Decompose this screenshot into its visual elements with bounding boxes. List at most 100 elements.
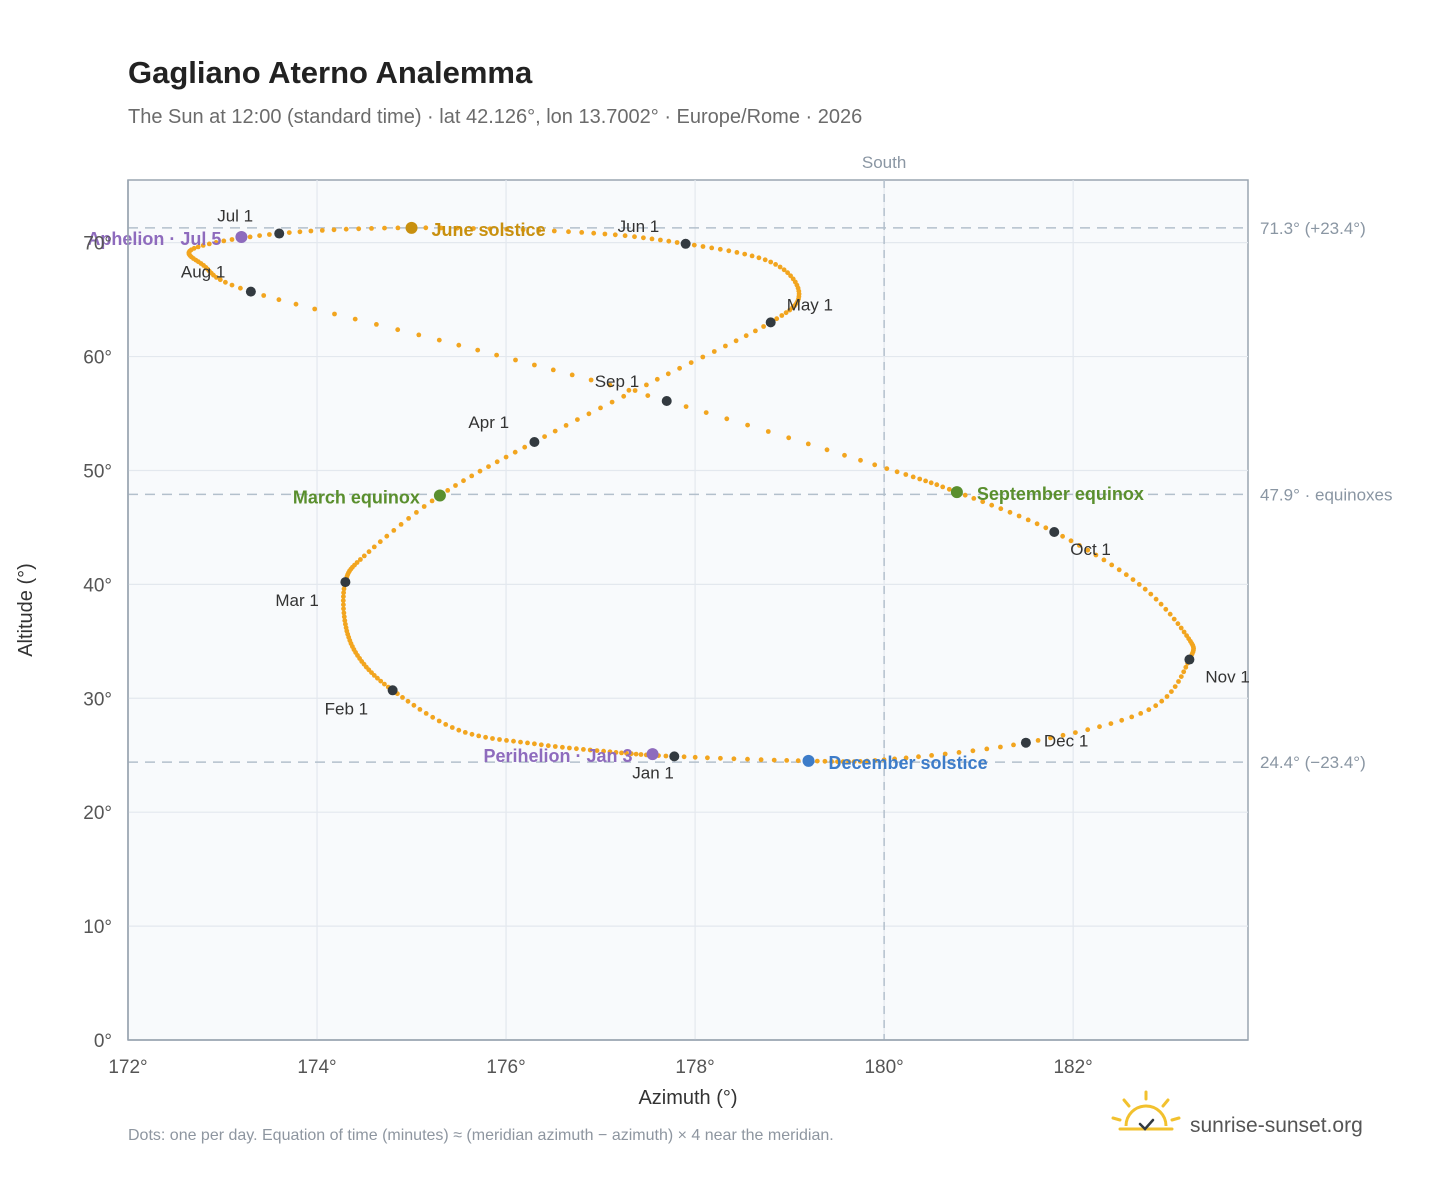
- day-dot: [962, 492, 968, 498]
- day-dot: [749, 253, 755, 259]
- day-dot: [476, 733, 482, 739]
- day-dot: [1007, 509, 1013, 515]
- day-dot: [382, 225, 387, 231]
- day-dot: [443, 722, 449, 727]
- sun-logo-icon: [1111, 1090, 1181, 1131]
- day-dot: [461, 478, 466, 484]
- day-dot: [971, 496, 977, 501]
- day-dot: [456, 727, 462, 733]
- x-tick-label: 178°: [675, 1057, 714, 1078]
- day-dot: [858, 457, 863, 463]
- month-marker: [680, 238, 691, 249]
- day-dot: [1178, 674, 1184, 679]
- day-dot: [1178, 625, 1184, 631]
- day-dot: [575, 417, 580, 422]
- day-dot: [1097, 724, 1102, 730]
- day-dot: [612, 232, 618, 238]
- day-dot: [1025, 517, 1031, 523]
- day-dot: [703, 410, 709, 415]
- day-dot: [453, 483, 458, 488]
- day-dot: [1176, 679, 1181, 684]
- day-dot: [206, 241, 212, 247]
- day-dot: [1101, 557, 1107, 563]
- day-dot: [786, 435, 792, 441]
- day-dot: [864, 758, 870, 764]
- event-label: Perihelion · Jan 3: [484, 746, 633, 766]
- day-dot: [423, 711, 429, 716]
- day-dot: [560, 744, 565, 750]
- day-dot: [1035, 738, 1041, 743]
- x-axis-title: Azimuth (°): [638, 1087, 737, 1109]
- day-dot: [469, 473, 475, 479]
- month-marker: [387, 685, 398, 696]
- day-dot: [356, 226, 362, 232]
- day-dot: [903, 472, 909, 477]
- day-dot: [621, 393, 627, 399]
- day-dot: [217, 277, 223, 283]
- day-dot: [998, 506, 1004, 512]
- day-dot: [319, 228, 325, 233]
- day-dot: [626, 387, 632, 393]
- day-dot: [762, 257, 768, 263]
- day-dot: [586, 411, 592, 417]
- day-dot: [1060, 533, 1065, 539]
- day-dot: [733, 338, 739, 344]
- day-dot: [1183, 664, 1189, 670]
- day-dot: [705, 755, 710, 761]
- day-dot: [214, 275, 219, 280]
- day-dot: [1048, 735, 1053, 741]
- day-dot: [718, 755, 723, 761]
- day-dot: [341, 590, 346, 596]
- day-dot: [1163, 606, 1169, 612]
- month-label: Nov 1: [1205, 668, 1249, 687]
- day-dot: [343, 226, 349, 232]
- day-dot: [257, 233, 262, 239]
- day-dot: [691, 242, 697, 248]
- day-dot: [361, 553, 367, 559]
- day-dot: [773, 262, 778, 267]
- day-dot: [567, 745, 572, 751]
- day-dot: [1159, 698, 1165, 704]
- day-dot: [632, 388, 638, 393]
- day-dot: [1093, 552, 1099, 558]
- day-dot: [598, 405, 603, 411]
- month-marker: [1049, 526, 1060, 537]
- day-dot: [756, 255, 762, 261]
- day-dot: [563, 423, 569, 428]
- event-label: Aphelion · Jul 5: [87, 229, 221, 249]
- event-markers: June solstice March equinox September equi…: [87, 220, 1144, 773]
- day-dot: [354, 560, 360, 565]
- day-dot: [665, 371, 671, 377]
- day-dot: [382, 681, 387, 687]
- month-marker: [669, 751, 680, 762]
- day-dot: [658, 237, 663, 243]
- day-dot: [1138, 711, 1144, 716]
- chart-subtitle: The Sun at 12:00 (standard time) · lat 4…: [128, 106, 862, 128]
- day-dot: [980, 499, 986, 505]
- day-dot: [497, 737, 502, 742]
- day-dot: [1119, 717, 1125, 723]
- day-dot: [1034, 521, 1040, 527]
- day-dot: [1164, 694, 1170, 699]
- day-dot: [1146, 707, 1152, 713]
- day-dot: [518, 739, 523, 745]
- day-dot: [645, 393, 651, 398]
- day-dot: [1108, 721, 1114, 726]
- day-dot: [984, 746, 990, 752]
- day-dot: [532, 362, 537, 368]
- day-dot: [195, 244, 201, 250]
- brand-name[interactable]: sunrise-sunset.org: [1190, 1114, 1363, 1137]
- month-marker: [661, 395, 672, 406]
- event-label: December solstice: [829, 753, 988, 773]
- analemma-curve: [186, 225, 1196, 765]
- day-dot: [881, 757, 887, 763]
- event-marker: [646, 748, 659, 761]
- day-dot: [1167, 611, 1173, 617]
- day-dot: [341, 594, 346, 599]
- day-dot: [633, 751, 639, 757]
- day-dot: [632, 234, 637, 240]
- day-dot: [552, 428, 558, 434]
- day-dot: [683, 404, 689, 409]
- month-marker: [274, 228, 285, 239]
